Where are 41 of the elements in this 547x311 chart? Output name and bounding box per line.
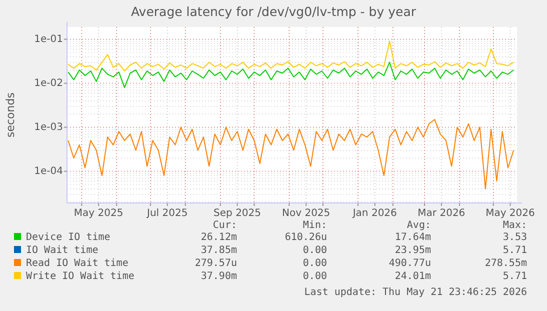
text: 26.12m bbox=[200, 232, 237, 243]
chart-title: Average latency for /dev/vg0/lv-tmp - by year bbox=[130, 4, 417, 19]
text: 5.71 bbox=[502, 245, 527, 256]
y-tick-label: 1e-01 bbox=[34, 34, 63, 45]
text: 37.85m bbox=[200, 245, 237, 256]
text: 490.77u bbox=[388, 258, 431, 269]
x-tick-label: Sep 2025 bbox=[214, 208, 262, 219]
text: 24.01m bbox=[394, 271, 431, 282]
x-tick-label: May 2025 bbox=[74, 208, 124, 219]
text: Last update: Thu May 21 23:46:25 2026 bbox=[304, 287, 527, 298]
line-series bbox=[68, 40, 514, 72]
legend-label: Device IO time bbox=[26, 232, 110, 243]
text: 23.95m bbox=[394, 245, 431, 256]
y-tick-label: 1e-02 bbox=[34, 78, 63, 89]
text: 0.00 bbox=[302, 271, 327, 282]
x-tick-label: Jan 2026 bbox=[352, 208, 397, 219]
line-series bbox=[68, 119, 514, 190]
text: 0.00 bbox=[302, 258, 327, 269]
legend-label: Read IO Wait time bbox=[26, 258, 128, 269]
line-series bbox=[68, 62, 514, 88]
y-tick-label: 1e-03 bbox=[34, 122, 63, 133]
x-tick-label: Jul 2025 bbox=[146, 208, 188, 219]
text: 278.55m bbox=[484, 258, 527, 269]
x-tick-label: Nov 2025 bbox=[282, 208, 330, 219]
text: 37.90m bbox=[200, 271, 237, 282]
text: 279.57u bbox=[194, 258, 237, 269]
x-tick-label: May 2026 bbox=[486, 208, 535, 219]
y-axis-title: seconds bbox=[4, 92, 17, 138]
legend-label: Write IO Wait time bbox=[26, 271, 134, 282]
legend-label: IO Wait time bbox=[26, 245, 98, 256]
text: 17.64m bbox=[394, 232, 431, 243]
y-tick-label: 1e-04 bbox=[34, 166, 63, 177]
text: 3.53 bbox=[502, 232, 527, 243]
text: 0.00 bbox=[302, 245, 327, 256]
text: Min: bbox=[302, 220, 327, 231]
x-tick-label: Mar 2026 bbox=[418, 208, 466, 219]
text: 5.71 bbox=[502, 271, 527, 282]
text: Cur: bbox=[212, 220, 237, 231]
text: 610.26u bbox=[284, 232, 327, 243]
text: Max: bbox=[502, 220, 527, 231]
text: Avg: bbox=[406, 220, 431, 231]
